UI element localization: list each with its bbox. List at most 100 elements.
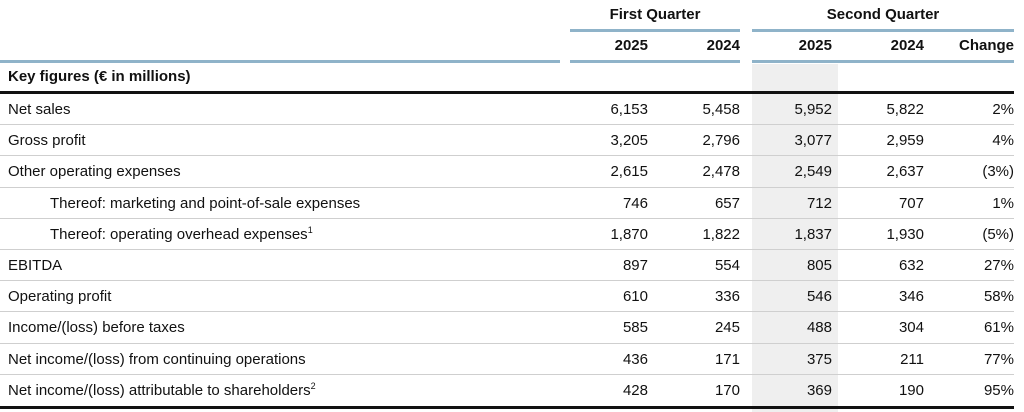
table-cell: 1,870: [610, 226, 648, 243]
table-cell: 336: [714, 288, 740, 305]
row-divider: [0, 249, 1014, 250]
row-divider: [0, 311, 1014, 312]
table-row: Net income/(loss) from continuing operat…: [0, 344, 1014, 375]
table-cell: 6,153: [610, 101, 648, 118]
table-cell: (5%): [982, 226, 1014, 243]
row-label: Net sales: [8, 94, 71, 125]
table-cell: 170: [714, 382, 740, 399]
section-title: Key figures (€ in millions): [8, 68, 191, 85]
table-cell: 632: [898, 257, 924, 274]
table-cell: 190: [898, 382, 924, 399]
row-label-text: Thereof: marketing and point-of-sale exp…: [50, 195, 361, 212]
table-row: Operating profit 610 336 546 346 58%: [0, 281, 1014, 312]
header-second-quarter: Second Quarter: [826, 6, 940, 23]
table-row: Income/(loss) before taxes 585 245 488 304 61…: [0, 312, 1014, 343]
row-divider: [0, 155, 1014, 156]
table-cell: 805: [806, 257, 832, 274]
table-row: EBITDA 897 554 805 632 27%: [0, 250, 1014, 281]
table-cell: 27%: [983, 257, 1014, 274]
table-row: Other operating expenses 2,615 2,478 2,549 2…: [0, 156, 1014, 187]
table-cell: 657: [714, 195, 740, 212]
footnote-marker: 1: [307, 225, 313, 235]
row-label-text: Net income/(loss) from continuing operat…: [8, 351, 306, 368]
table-cell: 95%: [983, 382, 1014, 399]
table-cell: 897: [622, 257, 648, 274]
table-cell: 211: [900, 351, 924, 368]
header-first-quarter: First Quarter: [609, 6, 701, 23]
table-cell: 4%: [992, 132, 1014, 149]
table-cell: 369: [806, 382, 832, 399]
table-cell: 5,822: [886, 101, 924, 118]
table-cell: 2,478: [702, 163, 740, 180]
header-col-2024-q1: 2024: [706, 37, 740, 54]
accent-bar-left: [0, 60, 560, 63]
row-divider: [0, 343, 1014, 344]
row-divider: [0, 124, 1014, 125]
row-divider: [0, 187, 1014, 188]
table-cell: 428: [622, 382, 648, 399]
table-cell: 488: [806, 319, 832, 336]
table-cell: 546: [806, 288, 832, 305]
table-cell: 171: [714, 351, 740, 368]
section-rule: [0, 91, 1014, 94]
table-cell: 304: [898, 319, 924, 336]
row-label: Gross profit: [8, 125, 86, 156]
row-label: Thereof: operating overhead expenses1: [50, 219, 313, 250]
table-cell: 5,458: [702, 101, 740, 118]
header-col-change: Change: [958, 37, 1014, 54]
table-cell: 58%: [983, 288, 1014, 305]
table-cell: 2,549: [794, 163, 832, 180]
table-cell: 3,077: [794, 132, 832, 149]
table-cell: 61%: [983, 319, 1014, 336]
row-label-text: Other operating expenses: [8, 163, 181, 180]
row-label: Net income/(loss) from continuing operat…: [8, 344, 306, 375]
table-cell: 712: [806, 195, 832, 212]
row-label: Other operating expenses: [8, 156, 181, 187]
table-row: Gross profit 3,205 2,796 3,077 2,959 4%: [0, 125, 1014, 156]
table-cell: 2%: [992, 101, 1014, 118]
row-label: Operating profit: [8, 281, 111, 312]
table-row: Thereof: marketing and point-of-sale exp…: [0, 188, 1014, 219]
row-label-text: EBITDA: [8, 257, 63, 274]
table-cell: 245: [714, 319, 740, 336]
table-cell: 1,930: [886, 226, 924, 243]
accent-bar-q2-top: [752, 29, 1014, 32]
row-divider: [0, 280, 1014, 281]
table-cell: 1,837: [794, 226, 832, 243]
table-cell: 5,952: [794, 101, 832, 118]
table-cell: 585: [622, 319, 648, 336]
table-cell: 346: [898, 288, 924, 305]
highlight-column-shade: [752, 64, 838, 412]
row-label: Net income/(loss) attributable to shareh…: [8, 375, 316, 406]
row-divider: [0, 218, 1014, 219]
table-cell: 436: [622, 351, 648, 368]
table-cell: 2,615: [610, 163, 648, 180]
table-cell: 1,822: [702, 226, 740, 243]
table-cell: 2,796: [702, 132, 740, 149]
row-label: Thereof: marketing and point-of-sale exp…: [50, 188, 360, 219]
table-cell: 746: [622, 195, 648, 212]
table-cell: 2,959: [886, 132, 924, 149]
row-label-text: Net sales: [8, 101, 71, 118]
table-cell: 3,205: [610, 132, 648, 149]
row-label: EBITDA: [8, 250, 62, 281]
table-cell: 2,637: [886, 163, 924, 180]
table-row: Thereof: operating overhead expenses1 1,8…: [0, 219, 1014, 250]
accent-bar-q1-bottom: [570, 60, 740, 63]
row-label-text: Income/(loss) before taxes: [8, 319, 185, 336]
row-label-text: Gross profit: [8, 132, 86, 149]
table-cell: 77%: [983, 351, 1014, 368]
header-col-2025-q2: 2025: [798, 37, 832, 54]
table-cell: 375: [806, 351, 832, 368]
row-label-text: Operating profit: [8, 288, 112, 305]
bottom-rule: [0, 406, 1014, 409]
table-cell: 554: [714, 257, 740, 274]
row-divider: [0, 374, 1014, 375]
header-col-2025-q1: 2025: [614, 37, 648, 54]
table-cell: 1%: [992, 195, 1014, 212]
accent-bar-q2-bottom: [752, 60, 1014, 63]
table-row: Net sales 6,153 5,458 5,952 5,822 2%: [0, 94, 1014, 125]
header-col-2024-q2: 2024: [890, 37, 924, 54]
row-label: Income/(loss) before taxes: [8, 312, 185, 343]
